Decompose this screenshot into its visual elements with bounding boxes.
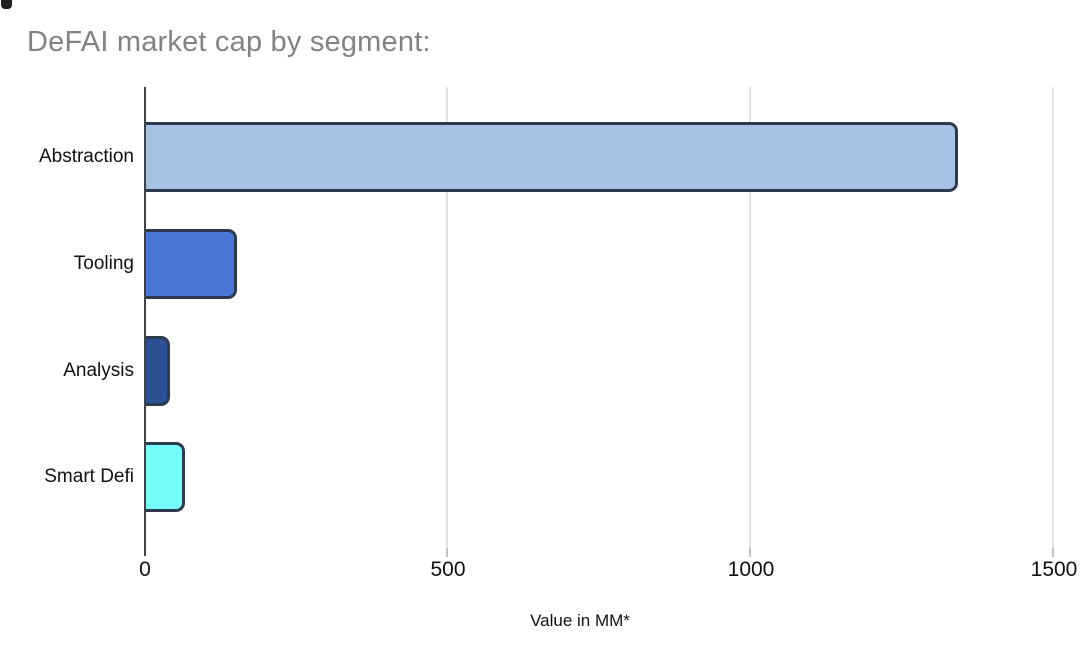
x-tick-label: 500 bbox=[430, 558, 466, 581]
gridline bbox=[446, 87, 448, 548]
x-tick-label: 1000 bbox=[727, 558, 775, 581]
bar-smart-defi bbox=[146, 442, 185, 512]
bar-analysis bbox=[146, 336, 170, 406]
x-axis-title: Value in MM* bbox=[530, 611, 630, 630]
gridline bbox=[1052, 87, 1054, 548]
x-tick-mark bbox=[446, 548, 448, 557]
plot-area bbox=[144, 87, 1054, 557]
bar-abstraction bbox=[146, 122, 958, 192]
bar-tooling bbox=[146, 229, 237, 299]
category-label: Tooling bbox=[73, 253, 134, 274]
x-tick-label: 1500 bbox=[1030, 558, 1078, 581]
category-label: Abstraction bbox=[38, 146, 134, 167]
x-tick-label: 0 bbox=[139, 558, 151, 581]
x-tick-mark bbox=[1052, 548, 1054, 557]
gridline bbox=[749, 87, 751, 548]
x-tick-mark bbox=[749, 548, 751, 557]
category-label: Smart Defi bbox=[44, 466, 134, 487]
y-axis-line bbox=[144, 87, 146, 556]
chart-title: DeFAI market cap by segment: bbox=[27, 26, 431, 58]
category-label: Analysis bbox=[63, 360, 134, 381]
cropped-corner-artifact bbox=[1, 0, 12, 9]
